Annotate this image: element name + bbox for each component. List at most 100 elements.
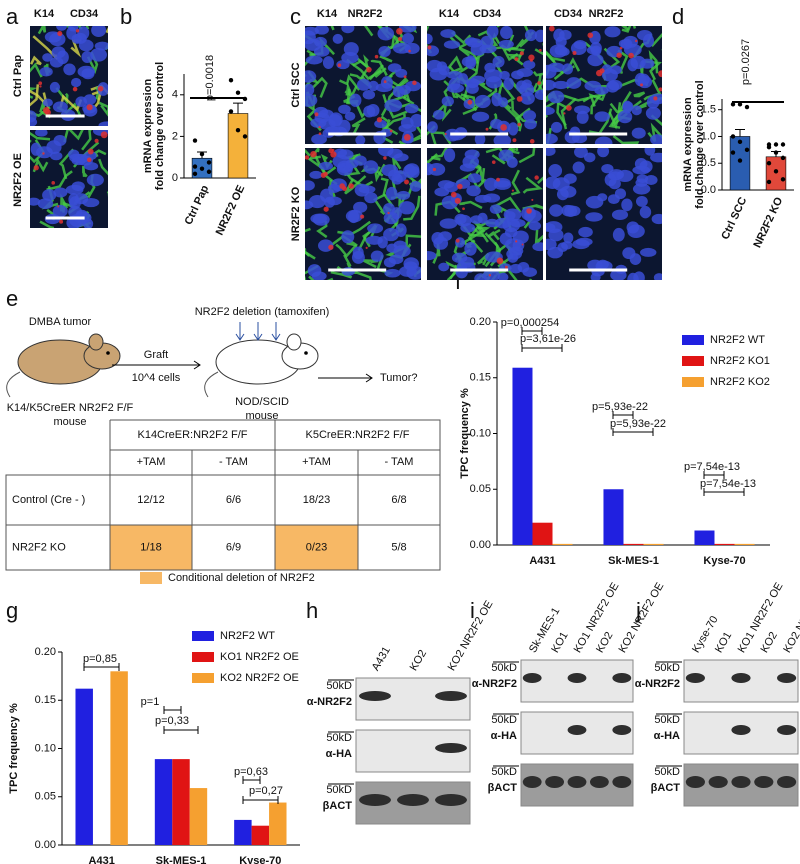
legend-swatch	[192, 631, 214, 641]
membrane-stain	[311, 76, 328, 98]
table-cell: 12/12	[137, 494, 165, 506]
nucleus	[52, 101, 68, 113]
data-point	[780, 155, 786, 161]
nucleus	[650, 152, 662, 163]
nucleus	[405, 80, 421, 92]
membrane-stain	[373, 193, 386, 215]
nucleus	[556, 188, 569, 201]
nucleus	[491, 92, 502, 107]
blot-band	[612, 673, 632, 683]
data-point	[206, 160, 212, 165]
nucleus	[524, 29, 537, 42]
donor-mouse-eye	[106, 351, 110, 355]
x-tick-label: Kyse-70	[703, 555, 745, 567]
y-axis-label: mRNA expression	[142, 79, 154, 174]
membrane-stain	[352, 59, 371, 80]
data-point	[730, 134, 736, 139]
membrane-stain	[621, 26, 637, 33]
data-point	[228, 109, 234, 114]
tamoxifen-arrow	[235, 322, 245, 341]
x-tick-label: NR2F2 OE	[214, 183, 248, 237]
p-value: p=5,93e-22	[610, 418, 666, 430]
antibody-label: α-HA	[326, 748, 352, 760]
nucleus	[519, 83, 535, 97]
data-point	[235, 127, 241, 133]
nucleus	[583, 152, 596, 163]
highlight-legend: Conditional deletion of NR2F2	[168, 572, 315, 584]
red-stain	[57, 205, 60, 208]
table-cell: 18/23	[303, 494, 331, 506]
nucleus	[522, 110, 537, 122]
nucleus	[377, 236, 388, 249]
membrane-stain	[661, 48, 662, 51]
legend-label: KO2 NR2F2 OE	[220, 672, 299, 684]
membrane-stain	[63, 130, 84, 143]
graft-label: Graft	[144, 349, 168, 361]
nucleus	[305, 180, 315, 191]
red-stain	[403, 75, 407, 79]
blot-band	[754, 776, 774, 788]
nucleus	[345, 209, 363, 223]
nucleus	[383, 227, 399, 242]
nucleus	[338, 104, 351, 114]
nucleus	[305, 26, 319, 36]
nucleus	[467, 173, 482, 184]
red-stain	[454, 197, 461, 204]
micrograph	[546, 148, 662, 280]
bar	[234, 819, 252, 845]
bar	[714, 543, 735, 545]
data-point	[228, 78, 234, 83]
nucleus	[49, 81, 60, 93]
nucleus	[427, 121, 438, 134]
nucleus	[548, 228, 564, 242]
panel-letter: b	[120, 4, 132, 29]
red-stain	[39, 85, 42, 88]
nucleus	[332, 33, 343, 44]
nucleus	[557, 242, 568, 253]
stain-label: K14	[439, 8, 460, 20]
nucleus	[427, 33, 433, 45]
table-cell: 6/9	[226, 541, 241, 553]
lane-label: KO1	[713, 630, 734, 655]
nucleus	[440, 29, 456, 38]
significance-bracket	[83, 663, 120, 671]
donor-title: DMBA tumor	[29, 316, 92, 328]
table-cell: 6/6	[226, 494, 241, 506]
size-marker: 50kD	[326, 732, 352, 744]
nucleus	[645, 106, 661, 120]
nucleus	[644, 175, 658, 186]
membrane-stain	[308, 275, 315, 280]
blot-band	[567, 673, 587, 683]
data-point	[780, 142, 786, 147]
nucleus	[604, 26, 621, 38]
bar	[75, 688, 93, 845]
membrane-stain	[553, 57, 581, 80]
membrane-stain	[518, 148, 536, 164]
red-stain	[314, 112, 319, 117]
red-stain	[504, 265, 508, 269]
micrograph	[305, 148, 421, 280]
size-marker: 50kD	[491, 766, 517, 778]
nucleus	[308, 195, 326, 209]
table-cell: 1/18	[140, 541, 161, 553]
nucleus	[644, 148, 656, 156]
legend-swatch	[192, 652, 214, 662]
red-stain	[86, 157, 92, 163]
highlight-cell	[110, 525, 192, 570]
nucleus	[497, 272, 509, 280]
membrane-stain	[507, 269, 518, 280]
nucleus	[610, 269, 627, 280]
nucleus	[44, 31, 62, 43]
nucleus	[378, 148, 394, 157]
p-value: p=0,33	[155, 715, 189, 727]
lane-label: KO2	[594, 630, 615, 655]
nucleus	[312, 213, 330, 226]
y-axis-label: fold change over control	[154, 62, 166, 190]
significance-bracket	[521, 327, 543, 335]
nucleus	[71, 181, 85, 192]
blot-band	[567, 725, 587, 735]
membrane-stain	[30, 89, 50, 110]
red-stain	[514, 57, 519, 62]
membrane-stain	[560, 97, 577, 130]
membrane-stain	[37, 26, 47, 35]
